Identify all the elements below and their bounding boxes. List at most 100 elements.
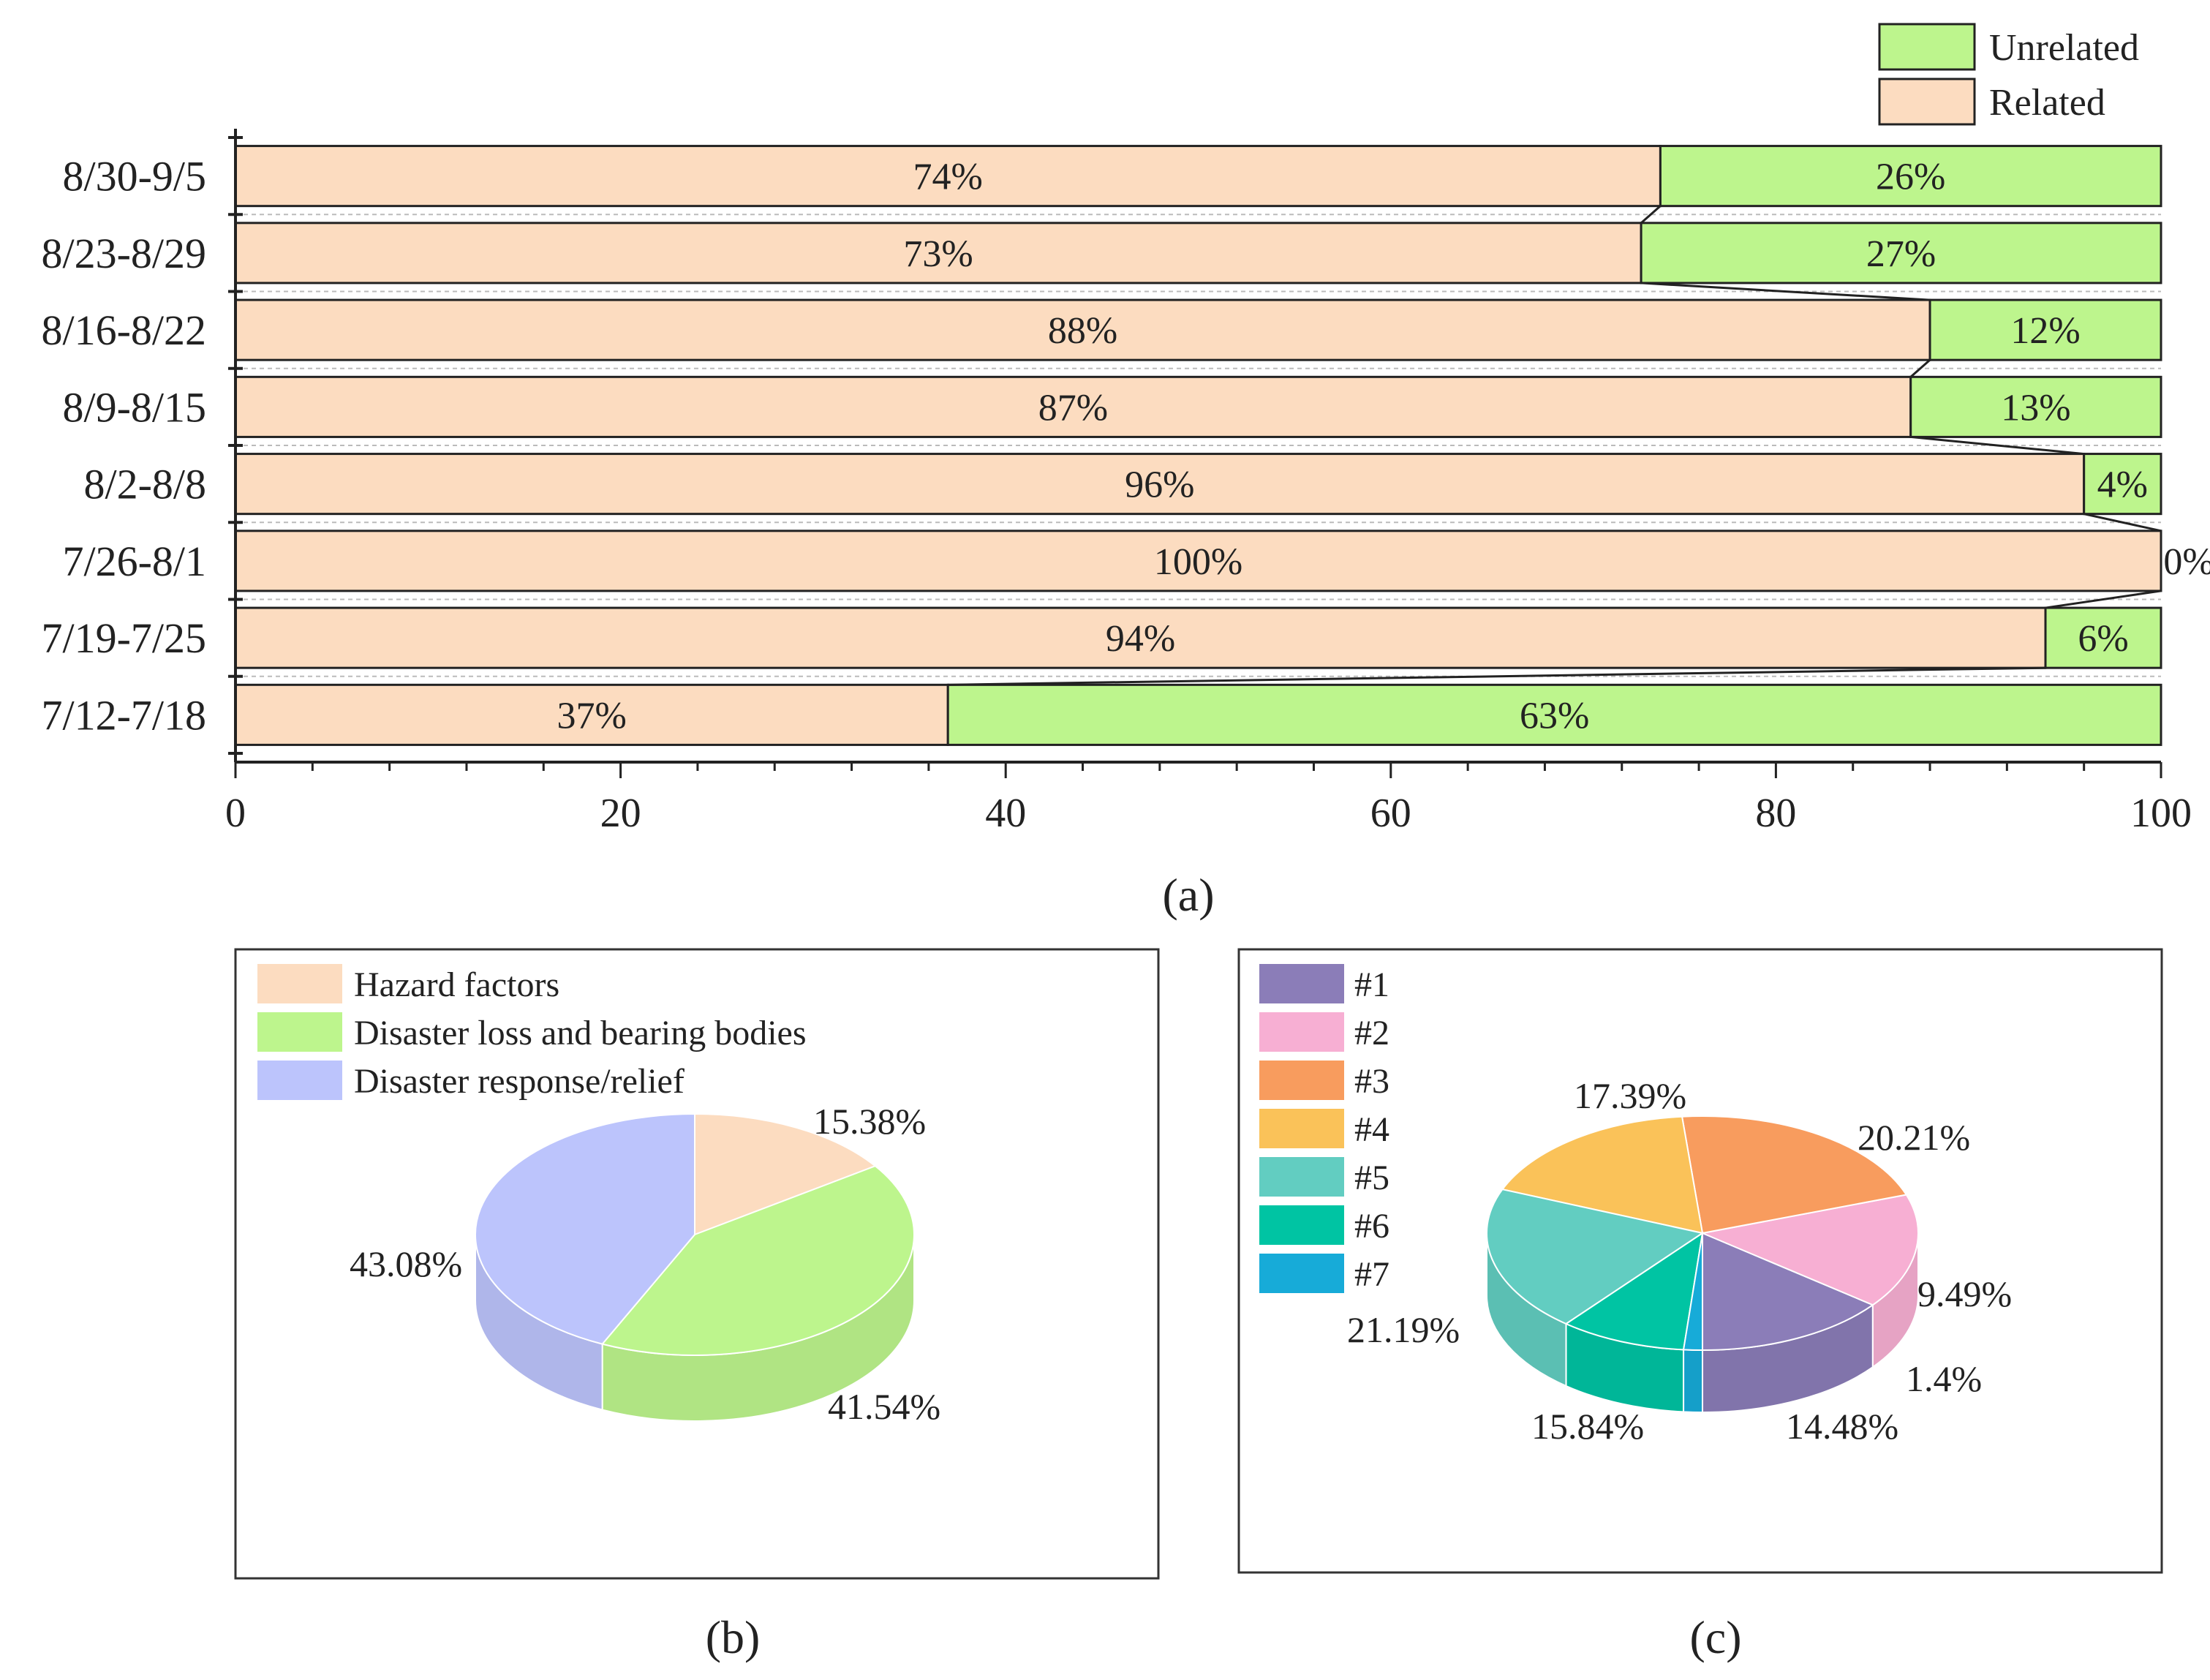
bar-related xyxy=(234,145,1662,208)
bar-unrelated xyxy=(1928,298,2162,361)
pie-label-5: 20.21% xyxy=(1858,1117,1970,1158)
stacked-bar-chart: 74% 26% 73% 27% 88% 12% 87% 13% 96% 4% 100% 0% 94% 6%… xyxy=(41,23,2210,921)
bar-label-unrelated: 4% xyxy=(2097,464,2148,506)
category-label: 7/12-7/18 xyxy=(41,691,206,739)
bar-label-related: 73% xyxy=(903,233,973,275)
legend-swatch xyxy=(1259,964,1344,1003)
legend-label: #1 xyxy=(1354,965,1389,1004)
legend-c: #1 #2 #3 #4 #5 #6 #7 xyxy=(1259,964,1389,1294)
bar-label-unrelated: 13% xyxy=(2001,387,2070,429)
legend-label: #6 xyxy=(1354,1207,1389,1246)
bar-unrelated xyxy=(1640,222,2162,285)
x-tick-label: 0 xyxy=(225,791,246,836)
bar-connector xyxy=(1909,359,1931,378)
x-tick-label: 60 xyxy=(1370,791,1411,836)
pie-chart-c: 14.48% 15.84% 21.19% 17.39% 20.21% 9.49%… xyxy=(1237,948,2163,1663)
bar-group xyxy=(234,145,2162,746)
category-label: 8/9-8/15 xyxy=(62,383,206,431)
legend-swatch xyxy=(1259,1157,1344,1197)
legend-swatch-loss xyxy=(257,1012,342,1052)
category-label: 7/26-8/1 xyxy=(62,538,206,585)
category-label: 8/30-9/5 xyxy=(62,153,206,200)
bar-label-related: 100% xyxy=(1154,541,1242,583)
pie-slice xyxy=(1486,1189,1705,1325)
pie-chart-b: 15.38% 41.54% 43.08% Hazard factors Disa… xyxy=(234,948,1160,1663)
pie-slices-b xyxy=(474,1112,915,1423)
pie-label-response: 43.08% xyxy=(350,1243,462,1284)
pie-label-1: 14.48% xyxy=(1786,1406,1898,1447)
pie-label-4: 17.39% xyxy=(1574,1075,1686,1116)
pie-slice xyxy=(1682,1232,1703,1352)
x-tick-label: 100 xyxy=(2130,791,2192,836)
bar-label-unrelated: 26% xyxy=(1876,157,1945,198)
legend-label: #5 xyxy=(1354,1159,1389,1197)
bar-related xyxy=(234,453,2086,516)
bar-label-related: 88% xyxy=(1048,310,1117,352)
pie-label-2: 15.84% xyxy=(1531,1406,1644,1447)
category-labels: 8/30-9/5 8/23-8/29 8/16-8/22 8/9-8/15 8/2-8/… xyxy=(41,153,206,739)
pie-slice xyxy=(1564,1231,1704,1351)
pie-slices-c xyxy=(1486,1115,1919,1414)
legend-label-response: Disaster response/relief xyxy=(354,1062,685,1101)
plot-frame-c xyxy=(1237,948,2163,1574)
bar-related xyxy=(234,530,2162,592)
pie-label-loss: 41.54% xyxy=(828,1386,940,1427)
bar-label-unrelated: 0% xyxy=(2163,541,2210,583)
bar-unrelated xyxy=(2083,453,2162,516)
plot-frame-b xyxy=(234,948,1160,1580)
legend-swatch xyxy=(1259,1061,1344,1100)
bar-connector xyxy=(1641,282,1931,301)
legend-swatch-hazard xyxy=(257,964,342,1003)
bar-label-unrelated: 6% xyxy=(2078,618,2128,660)
pie-label-7: 1.4% xyxy=(1906,1358,1982,1399)
bar-connector xyxy=(2083,513,2162,532)
legend-swatch xyxy=(1259,1205,1344,1245)
category-label: 8/16-8/22 xyxy=(41,306,206,354)
bar-label-unrelated: 63% xyxy=(1520,695,1589,737)
legend-swatch xyxy=(1259,1109,1344,1148)
legend-label-loss: Disaster loss and bearing bodies xyxy=(354,1014,807,1052)
bar-unrelated xyxy=(946,683,2162,746)
bar-label-related: 87% xyxy=(1038,387,1108,429)
legend-label: #2 xyxy=(1354,1014,1389,1052)
bar-label-related: 94% xyxy=(1106,618,1175,660)
bar-label-related: 37% xyxy=(557,695,626,737)
bar-value-labels: 74% 26% 73% 27% 88% 12% 87% 13% 96% 4% 100% 0% 94% 6%… xyxy=(557,157,2210,737)
pie-slice xyxy=(694,1112,877,1236)
legend-label: #4 xyxy=(1354,1110,1389,1149)
category-label: 8/23-8/29 xyxy=(41,230,206,277)
bar-related xyxy=(234,606,2047,669)
legend-swatch-response xyxy=(257,1061,342,1100)
pie-slice xyxy=(600,1165,915,1357)
bar-connector xyxy=(1910,435,2084,456)
legend: Unrelated Related xyxy=(1878,23,2139,126)
pie-slice xyxy=(1681,1115,1908,1235)
x-tick-label: 20 xyxy=(600,791,641,836)
pie-value-labels-c: 14.48% 15.84% 21.19% 17.39% 20.21% 9.49%… xyxy=(1347,1075,2012,1447)
caption-c: (c) xyxy=(1689,1611,1741,1663)
x-tick-label: 80 xyxy=(1755,791,1796,836)
legend-swatch xyxy=(1259,1012,1344,1052)
pie-label-hazard: 15.38% xyxy=(813,1101,926,1142)
bar-related xyxy=(234,683,949,746)
pie-label-3: 21.19% xyxy=(1347,1309,1460,1350)
bar-connector xyxy=(2045,589,2162,609)
bar-unrelated xyxy=(1659,145,2162,208)
legend-swatch-related xyxy=(1878,78,1976,126)
pie-slice xyxy=(474,1112,695,1345)
legend-swatch xyxy=(1259,1254,1344,1293)
x-tick-label: 40 xyxy=(985,791,1026,836)
bar-connector xyxy=(948,666,2046,686)
pie-value-labels-b: 15.38% 41.54% 43.08% xyxy=(350,1101,940,1427)
bar-unrelated xyxy=(2044,606,2162,669)
axes: 0 20 40 60 80 100 xyxy=(225,129,2192,836)
legend-label-related: Related xyxy=(1989,82,2105,124)
caption-a: (a) xyxy=(1162,869,1214,921)
bar-label-related: 96% xyxy=(1125,464,1194,506)
legend-label: #7 xyxy=(1354,1255,1389,1294)
legend-b: Hazard factors Disaster loss and bearing… xyxy=(257,964,807,1101)
legend-label-hazard: Hazard factors xyxy=(354,965,559,1004)
bar-unrelated xyxy=(1909,375,2162,438)
pie-slice xyxy=(1501,1115,1704,1235)
